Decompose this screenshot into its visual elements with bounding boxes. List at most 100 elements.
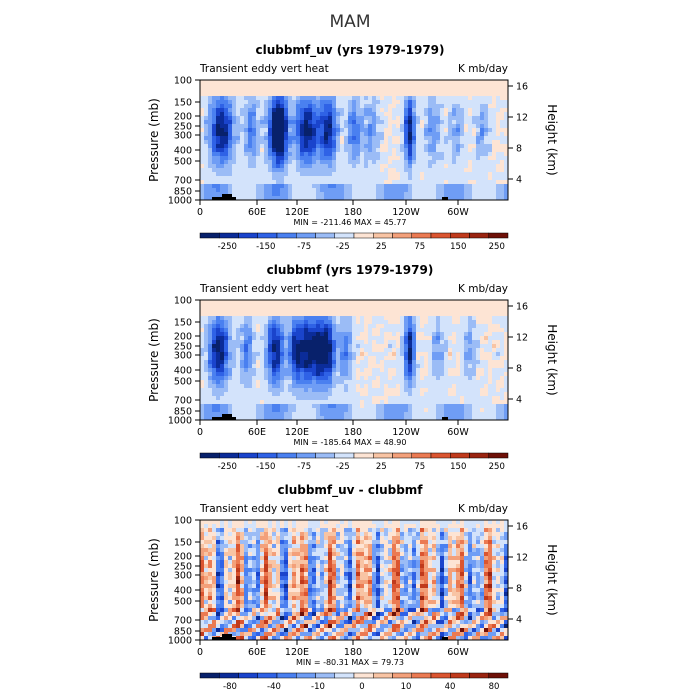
heatmap-cell [272,368,277,373]
heatmap-cell [252,304,257,309]
heatmap-cell [204,316,209,321]
heatmap-cell [336,96,341,101]
heatmap-cell [436,328,441,333]
heatmap-cell [400,524,405,529]
heatmap-cell [396,368,401,373]
heatmap-cell [488,112,493,117]
heatmap-cell [324,392,329,397]
heatmap-cell [488,312,493,317]
heatmap-cell [352,136,357,141]
heatmap-cell [260,360,265,365]
heatmap-cell [200,312,205,317]
heatmap-cell [360,320,365,325]
heatmap-cell [384,380,389,385]
heatmap-cell [340,520,345,525]
heatmap-cell [420,156,425,161]
heatmap-cell [336,336,341,341]
x-tick-label: 0 [197,427,203,438]
heatmap-cell [248,300,253,305]
heatmap-cell [344,380,349,385]
heatmap-cell [456,364,461,369]
heatmap-cell [436,128,441,133]
heatmap-cell [304,372,309,377]
heatmap-cell [224,316,229,321]
heatmap-cell [340,84,345,89]
heatmap-cell [384,392,389,397]
heatmap-cell [480,400,485,405]
heatmap-cell [236,96,241,101]
heatmap-cell [368,156,373,161]
heatmap-cell [388,352,393,357]
y-right-axis-label: Height (km) [545,324,559,395]
heatmap-cell [268,408,273,413]
heatmap-cell [404,332,409,337]
heatmap-cell [464,340,469,345]
heatmap-cell [288,384,293,389]
heatmap-cell [236,180,241,185]
heatmap-cell [380,524,385,529]
heatmap-cell [496,396,501,401]
heatmap-cell [408,312,413,317]
heatmap-cell [216,360,221,365]
heatmap-cell [416,112,421,117]
heatmap-cell [480,100,485,105]
heatmap-cell [208,400,213,405]
heatmap-cell [404,356,409,361]
heatmap-cell [288,96,293,101]
heatmap-cell [424,360,429,365]
heatmap-cell [392,396,397,401]
heatmap-cell [500,340,505,345]
heatmap-cell [340,148,345,153]
heatmap-cell [380,140,385,145]
heatmap-cell [352,152,357,157]
heatmap-cell [420,196,425,201]
heatmap-cell [232,368,237,373]
heatmap-cell [484,156,489,161]
heatmap-cell [300,352,305,357]
heatmap-cell [340,316,345,321]
heatmap-cell [252,384,257,389]
heatmap-cell [276,328,281,333]
heatmap-cell [384,528,389,533]
heatmap-cell [468,356,473,361]
heatmap-cell [452,172,457,177]
heatmap-cell [420,412,425,417]
heatmap-cell [340,128,345,133]
heatmap-cell [244,344,249,349]
heatmap-cell [212,404,217,409]
heatmap-cell [448,320,453,325]
heatmap-cell [464,128,469,133]
heatmap-cell [412,316,417,321]
heatmap-cell [200,320,205,325]
heatmap-cell [268,316,273,321]
heatmap-cell [208,388,213,393]
heatmap-cell [492,112,497,117]
heatmap-cell [472,188,477,193]
heatmap-cell [408,368,413,373]
heatmap-cell [336,360,341,365]
heatmap-cell [280,160,285,165]
heatmap-cell [260,188,265,193]
heatmap-cell [284,88,289,93]
heatmap-cell [352,308,357,313]
heatmap-cell [304,104,309,109]
heatmap-cell [260,116,265,121]
heatmap-cell [336,392,341,397]
heatmap-cell [420,116,425,121]
heatmap-cell [320,128,325,133]
heatmap-cell [388,164,393,169]
heatmap-cell [420,352,425,357]
heatmap-cell [280,384,285,389]
heatmap-cell [316,196,321,201]
heatmap-cell [436,172,441,177]
heatmap-cell [428,412,433,417]
heatmap-cell [320,384,325,389]
heatmap-cell [256,352,261,357]
heatmap-cell [360,196,365,201]
x-tick-label: 60E [248,207,266,218]
heatmap-cell [328,304,333,309]
heatmap-cell [232,140,237,145]
heatmap-cell [244,132,249,137]
heatmap-cell [364,184,369,189]
heatmap-cell [260,124,265,129]
